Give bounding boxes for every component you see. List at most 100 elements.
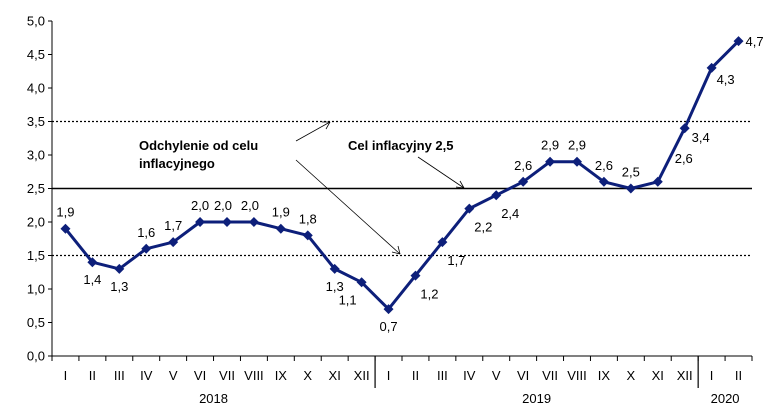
y-tick-label: 0,0 [27, 349, 45, 364]
y-tick-label: 3,5 [27, 114, 45, 129]
x-axis: I II III IV V VI VII VIII IX X XI XII I II III IV V VI VII… [51, 355, 753, 406]
y-tick-label: 1,0 [27, 282, 45, 297]
data-point-marker [141, 243, 152, 254]
data-point-marker [383, 304, 394, 315]
data-point-marker [572, 156, 582, 167]
deviation-annotation-line2: inflacyjnego [139, 156, 215, 171]
y-axis: 0,0 0,5 1,0 1,5 2,0 2,5 3,0 3,5 4,0 4,5 5,0 [27, 14, 53, 364]
x-tick-label: XI [652, 368, 664, 383]
data-point-marker [518, 176, 529, 187]
data-label: 1,9 [56, 205, 74, 220]
deviation-arrow-down-head [391, 245, 401, 255]
data-point-marker [329, 263, 340, 274]
data-point-marker [356, 277, 367, 288]
data-label: 2,0 [191, 198, 209, 213]
x-tick-label: V [169, 368, 178, 383]
x-tick-label: X [627, 368, 636, 383]
deviation-annotation-line1: Odchylenie od celu [139, 138, 258, 153]
data-label: 2,0 [214, 198, 232, 213]
y-tick-label: 2,0 [27, 215, 45, 230]
x-tick-label: IX [598, 368, 611, 383]
data-point-marker [437, 237, 448, 248]
deviation-arrow-down [295, 159, 401, 255]
data-point-marker [545, 156, 556, 167]
y-tick-label: 0,5 [27, 315, 45, 330]
data-label: 1,7 [447, 253, 465, 268]
data-label: 2,9 [568, 138, 586, 153]
y-tick-label: 1,5 [27, 248, 45, 263]
data-label: 1,3 [326, 279, 344, 294]
data-label: 2,6 [514, 158, 532, 173]
data-label: 0,7 [379, 319, 397, 334]
x-tick-label: VII [219, 368, 235, 383]
data-point-marker [275, 223, 286, 234]
data-point-marker [410, 270, 421, 281]
x-tick-label: IV [140, 368, 153, 383]
data-point-marker [248, 217, 259, 227]
annotations: Odchylenie od celu inflacyjnego Cel infl… [139, 121, 465, 255]
data-point-marker [222, 217, 232, 227]
y-tick-label: 3,0 [27, 148, 45, 163]
x-tick-label: I [387, 368, 391, 383]
deviation-arrow-up [295, 121, 331, 142]
year-label: 2019 [522, 391, 551, 406]
data-point-marker [114, 263, 125, 274]
data-point-marker [625, 183, 636, 194]
x-tick-label: IX [275, 368, 288, 383]
data-point-marker [87, 257, 98, 268]
data-label: 1,8 [299, 211, 317, 226]
data-point-marker [60, 223, 71, 234]
year-label: 2020 [711, 391, 740, 406]
series-line [64, 40, 740, 311]
target-annotation: Cel inflacyjny 2,5 [348, 138, 454, 153]
data-point-marker [491, 190, 502, 201]
data-label: 2,5 [622, 165, 640, 180]
data-label: 1,2 [420, 287, 438, 302]
y-tick-label: 4,0 [27, 81, 45, 96]
x-tick-label: I [710, 368, 714, 383]
x-tick-label: V [492, 368, 501, 383]
x-tick-label: I [64, 368, 68, 383]
data-label: 2,6 [675, 151, 693, 166]
data-label: 2,6 [595, 158, 613, 173]
data-label: 1,7 [164, 218, 182, 233]
x-tick-label: III [114, 368, 125, 383]
data-point-marker [302, 230, 313, 241]
data-point-marker [652, 176, 663, 187]
x-tick-label: XII [354, 368, 370, 383]
data-point-marker [168, 237, 179, 248]
data-label: 4,3 [717, 72, 735, 87]
target-arrow-head [455, 180, 465, 189]
x-tick-label: VII [542, 368, 558, 383]
data-label: 1,9 [272, 205, 290, 220]
data-label: 1,4 [83, 272, 101, 287]
data-label: 1,1 [339, 292, 357, 307]
x-tick-label: VIII [567, 368, 587, 383]
data-point-marker [464, 203, 475, 214]
data-point-marker [195, 217, 206, 227]
x-tick-label: X [303, 368, 312, 383]
x-tick-label: II [412, 368, 419, 383]
x-tick-label: VI [517, 368, 529, 383]
x-tick-label: XI [329, 368, 341, 383]
x-tick-label: II [735, 368, 742, 383]
x-tick-label: VIII [244, 368, 264, 383]
x-tick-label: IV [463, 368, 476, 383]
deviation-arrow-up-head [322, 121, 331, 130]
data-label: 2,2 [474, 220, 492, 235]
data-label: 3,4 [692, 130, 710, 145]
data-label: 4,7 [745, 34, 763, 49]
data-label: 2,9 [541, 138, 559, 153]
x-tick-label: XII [677, 368, 693, 383]
x-tick-label: III [437, 368, 448, 383]
data-point-marker [733, 36, 744, 47]
x-tick-label: VI [194, 368, 206, 383]
year-label: 2018 [199, 391, 228, 406]
data-point-marker [706, 62, 717, 73]
data-label: 1,6 [137, 225, 155, 240]
series-cpi [60, 36, 744, 315]
y-tick-label: 5,0 [27, 14, 45, 29]
data-label: 2,4 [501, 206, 519, 221]
data-label: 2,0 [241, 198, 259, 213]
